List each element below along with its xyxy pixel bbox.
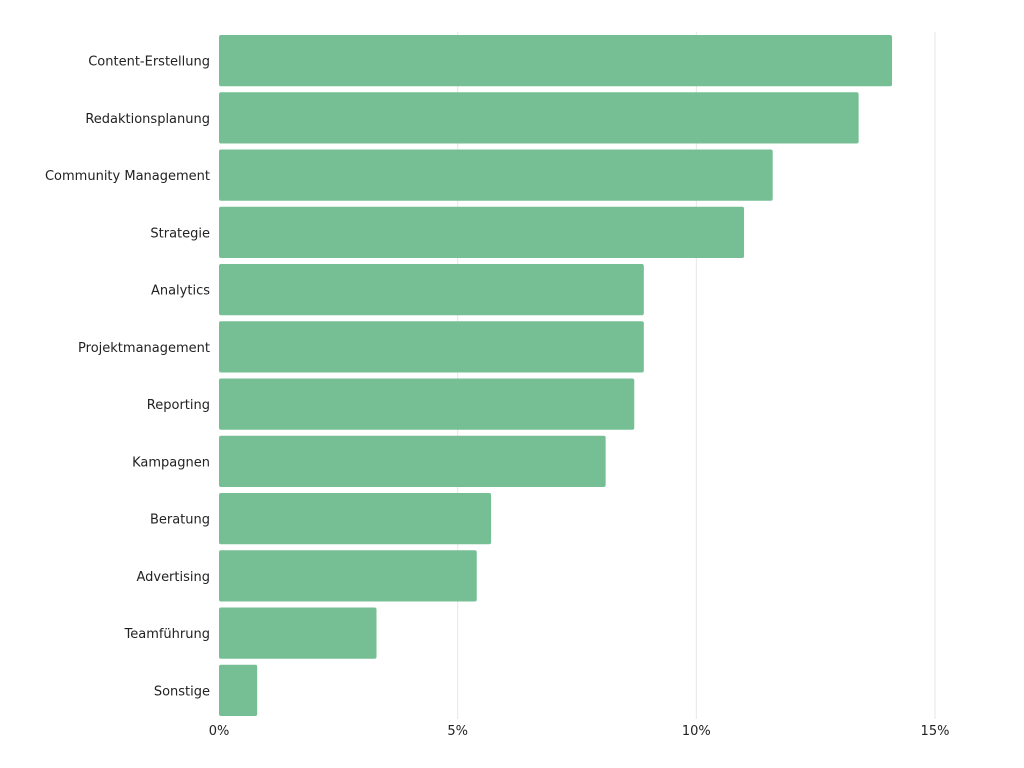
bars <box>219 35 893 716</box>
x-axis-tick-labels: 0% 5% 10% 15% <box>209 724 950 739</box>
x-tick-label: 0% <box>209 724 230 739</box>
x-tick-label: 5% <box>447 724 468 739</box>
category-label: Advertising <box>136 570 210 585</box>
category-label: Kampagnen <box>132 455 210 470</box>
grid-lines <box>457 32 936 719</box>
bar <box>219 264 644 316</box>
category-label: Sonstige <box>154 684 210 699</box>
x-tick-label: 10% <box>682 724 711 739</box>
bar <box>219 321 644 373</box>
bar <box>219 149 773 201</box>
category-label: Analytics <box>151 284 210 299</box>
bar <box>219 206 745 258</box>
bar <box>219 607 377 659</box>
bar <box>219 35 893 87</box>
bar <box>219 550 477 602</box>
bar <box>219 493 492 545</box>
category-label: Content-Erstellung <box>88 55 210 70</box>
bar <box>219 664 258 716</box>
category-label: Projektmanagement <box>78 341 210 356</box>
bar <box>219 378 635 430</box>
category-label: Redaktionsplanung <box>85 112 210 127</box>
category-label: Strategie <box>150 226 210 241</box>
bar <box>219 92 859 144</box>
category-label: Teamführung <box>124 627 211 642</box>
x-tick-label: 15% <box>921 724 950 739</box>
category-label: Community Management <box>45 169 210 184</box>
category-labels: Content-Erstellung Redaktionsplanung Commu… <box>45 55 210 700</box>
category-label: Reporting <box>147 398 210 413</box>
category-label: Beratung <box>150 513 210 528</box>
bar <box>219 435 606 487</box>
